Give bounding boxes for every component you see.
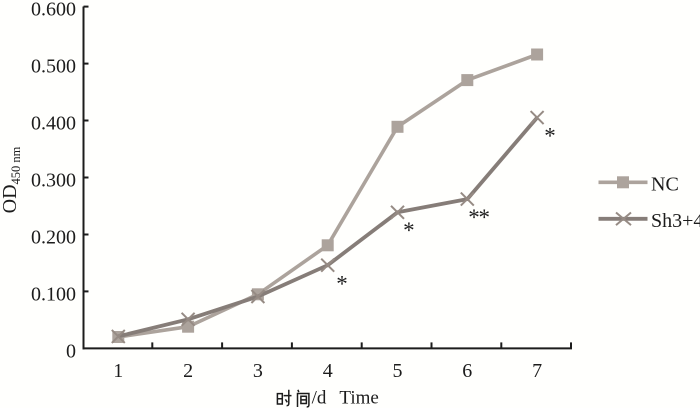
svg-text:/d: /d	[312, 388, 327, 408]
svg-text:3: 3	[253, 360, 263, 382]
svg-text:*: *	[336, 271, 348, 296]
svg-text:0.600: 0.600	[31, 0, 76, 21]
svg-text:0.200: 0.200	[31, 226, 76, 248]
svg-text:*: *	[479, 205, 491, 230]
svg-text:OD450 nm: OD450 nm	[0, 146, 23, 213]
svg-text:*: *	[403, 218, 415, 243]
svg-text:Time: Time	[339, 388, 378, 408]
svg-text:1: 1	[113, 360, 123, 382]
svg-text:Sh3+4: Sh3+4	[651, 210, 700, 232]
svg-text:5: 5	[393, 360, 403, 382]
svg-text:0.400: 0.400	[31, 112, 76, 134]
svg-text:0.300: 0.300	[31, 169, 76, 191]
svg-text:0.500: 0.500	[31, 56, 76, 78]
svg-text:0: 0	[66, 340, 76, 362]
svg-text:NC: NC	[651, 174, 679, 196]
svg-text:0.100: 0.100	[31, 283, 76, 305]
svg-text:6: 6	[462, 360, 472, 382]
svg-text:4: 4	[323, 360, 333, 382]
svg-text:*: *	[468, 205, 480, 230]
svg-text:2: 2	[183, 360, 193, 382]
svg-text:7: 7	[532, 360, 542, 382]
svg-text:*: *	[544, 124, 556, 149]
